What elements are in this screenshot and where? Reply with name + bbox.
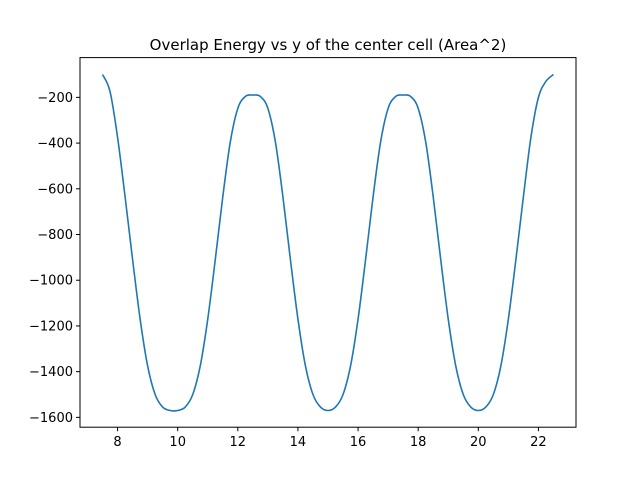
chart-title: Overlap Energy vs y of the center cell (… — [150, 36, 507, 54]
x-tick-label: 10 — [169, 435, 186, 450]
axis-ticks: 8 10 12 14 16 18 20 22 −1600 −1400 −1200 −1000 −800 −… — [29, 91, 547, 450]
y-tick-label: −200 — [37, 91, 73, 106]
y-tick-label: −1000 — [29, 274, 73, 289]
y-tick-label: −1200 — [29, 319, 73, 334]
y-tick-label: −400 — [37, 137, 73, 152]
series-line-0 — [101, 73, 554, 412]
y-tick-label: −800 — [37, 228, 73, 243]
y-tick-label: −600 — [37, 182, 73, 197]
x-tick-label: 16 — [350, 435, 367, 450]
plot-frame — [79, 57, 577, 428]
x-tick-label: 18 — [410, 435, 427, 450]
y-tick-label: −1400 — [29, 365, 73, 380]
x-tick-label: 22 — [530, 435, 547, 450]
y-tick-label: −1600 — [29, 411, 73, 426]
x-tick-label: 8 — [113, 435, 121, 450]
x-tick-label: 20 — [470, 435, 487, 450]
series-layer — [101, 73, 554, 412]
x-tick-label: 12 — [230, 435, 247, 450]
x-tick-label: 14 — [290, 435, 307, 450]
